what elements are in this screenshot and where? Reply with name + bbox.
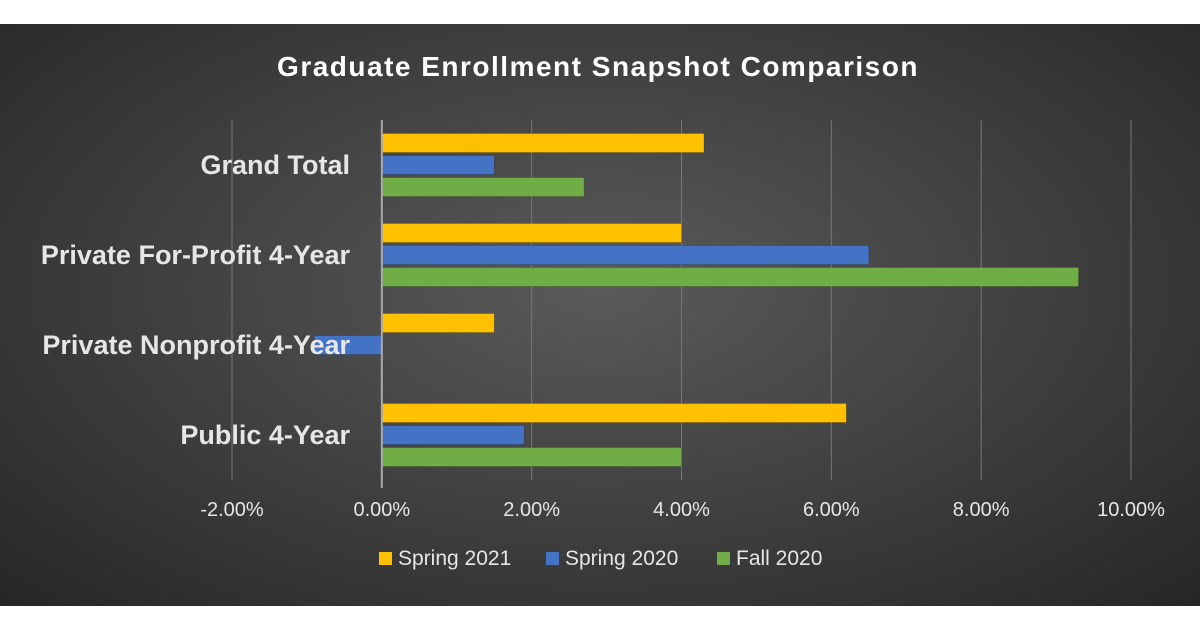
bars [314, 133, 1079, 467]
legend-swatch-spring-2021 [379, 552, 392, 565]
tick-label: 10.00% [1097, 499, 1165, 521]
legend-label-fall-2020: Fall 2020 [736, 547, 822, 570]
bar-spring-2020 [381, 155, 495, 175]
tick-label: 0.00% [353, 499, 410, 521]
category-labels: Grand Total Private For-Profit 4-Year Priv… [41, 150, 351, 450]
tick-label: -2.00% [200, 499, 264, 521]
bar-spring-2021 [381, 133, 705, 153]
category-label: Public 4-Year [180, 420, 350, 450]
bar-spring-2021 [381, 313, 495, 333]
category-label: Grand Total [200, 150, 350, 180]
tick-label: 4.00% [653, 499, 710, 521]
bar-spring-2021 [381, 403, 847, 423]
bar-spring-2020 [381, 425, 525, 445]
tick-label: 2.00% [503, 499, 560, 521]
legend-label-spring-2020: Spring 2020 [565, 547, 678, 570]
chart: Graduate Enrollment Snapshot Comparison … [41, 51, 1165, 570]
legend-label-spring-2021: Spring 2021 [398, 547, 511, 570]
bar-fall-2020 [381, 177, 585, 197]
chart-title: Graduate Enrollment Snapshot Comparison [277, 51, 919, 82]
category-label: Private Nonprofit 4-Year [42, 330, 350, 360]
legend-swatch-fall-2020 [717, 552, 730, 565]
chart-frame: Graduate Enrollment Snapshot Comparison … [0, 24, 1200, 606]
legend-swatch-spring-2020 [546, 552, 559, 565]
tick-labels: -2.00% 0.00% 2.00% 4.00% 6.00% 8.00% 10.00% [200, 499, 1165, 521]
bar-spring-2020 [381, 245, 870, 265]
tick-label: 6.00% [803, 499, 860, 521]
bar-fall-2020 [381, 447, 682, 467]
tick-label: 8.00% [953, 499, 1010, 521]
legend: Spring 2021 Spring 2020 Fall 2020 [379, 547, 822, 570]
bar-spring-2021 [381, 223, 682, 243]
category-label: Private For-Profit 4-Year [41, 240, 351, 270]
gridlines [231, 120, 1132, 480]
bar-fall-2020 [381, 267, 1079, 287]
